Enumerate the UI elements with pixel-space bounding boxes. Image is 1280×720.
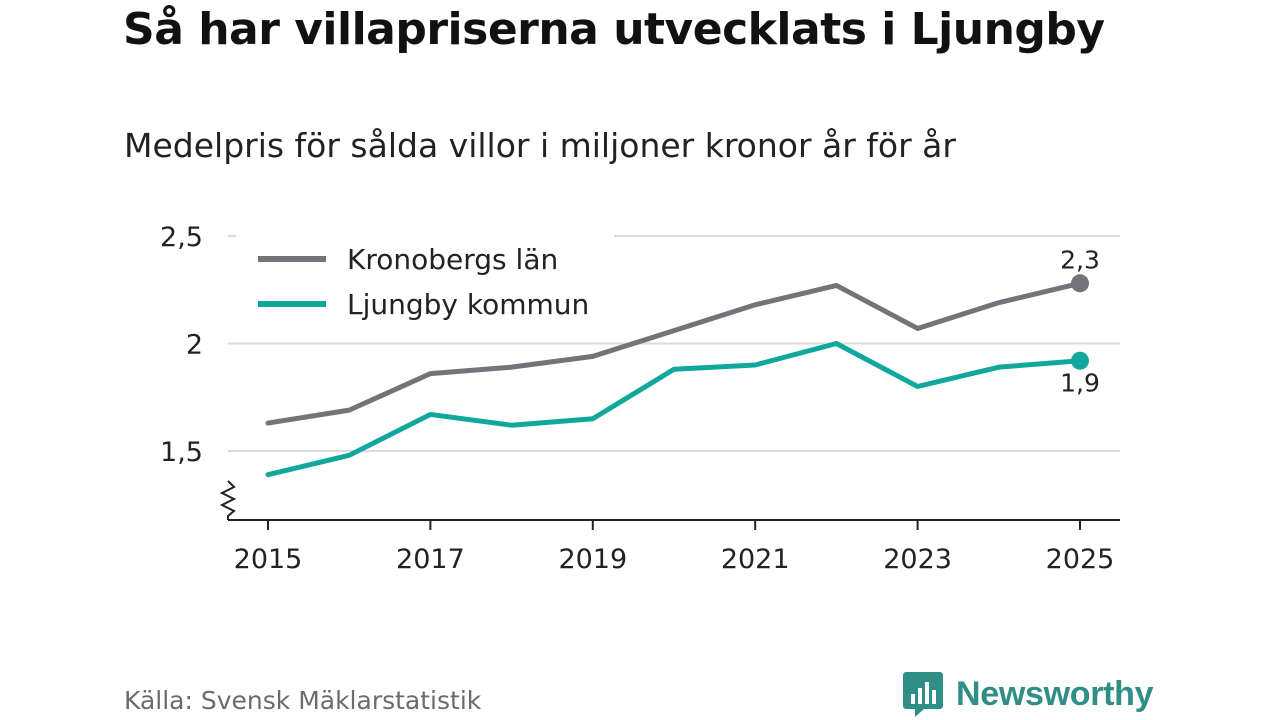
- y-tick-label: 1,5: [160, 437, 203, 468]
- y-tick-label: 2: [186, 330, 203, 361]
- y-tick-label: 2,5: [160, 222, 203, 253]
- brand-name: Newsworthy: [956, 674, 1154, 713]
- x-axis: [219, 480, 1120, 521]
- axis-break-icon: [219, 480, 237, 520]
- x-tick-label: 2023: [883, 544, 952, 575]
- legend-label: Kronobergs län: [347, 243, 558, 276]
- newsworthy-logo-icon: [903, 672, 943, 717]
- series-end-point: [1071, 274, 1089, 293]
- chart-subtitle: Medelpris för sålda villor i miljoner kr…: [124, 126, 956, 165]
- series-end-point: [1071, 351, 1089, 370]
- data-label: 1,9: [1060, 369, 1100, 398]
- x-tick-label: 2017: [396, 544, 465, 575]
- series-line-ljungby-kommun: [265, 341, 1083, 478]
- legend-background: [236, 228, 614, 336]
- legend-label: Ljungby kommun: [347, 288, 589, 321]
- brand-logo[interactable]: Newsworthy: [902, 670, 1154, 718]
- x-tick-label: 2019: [558, 544, 627, 575]
- source-note: Källa: Svensk Mäklarstatistik: [124, 686, 482, 715]
- x-axis-ticks: 2015 2017 2019 2021 2023 2025: [234, 520, 1115, 575]
- y-axis-ticks: 1,5 2 2,5: [160, 222, 203, 468]
- chart-title: Så har villapriserna utvecklats i Ljungb…: [123, 4, 1105, 55]
- legend: Kronobergs län Ljungby kommun: [236, 228, 614, 336]
- series-lines: 2,3 1,9: [265, 245, 1100, 478]
- x-tick-label: 2015: [234, 544, 303, 575]
- data-label: 2,3: [1060, 245, 1100, 274]
- x-tick-label: 2025: [1046, 544, 1115, 575]
- series-line-kronobergs-lan: [265, 280, 1083, 426]
- x-tick-label: 2021: [721, 544, 790, 575]
